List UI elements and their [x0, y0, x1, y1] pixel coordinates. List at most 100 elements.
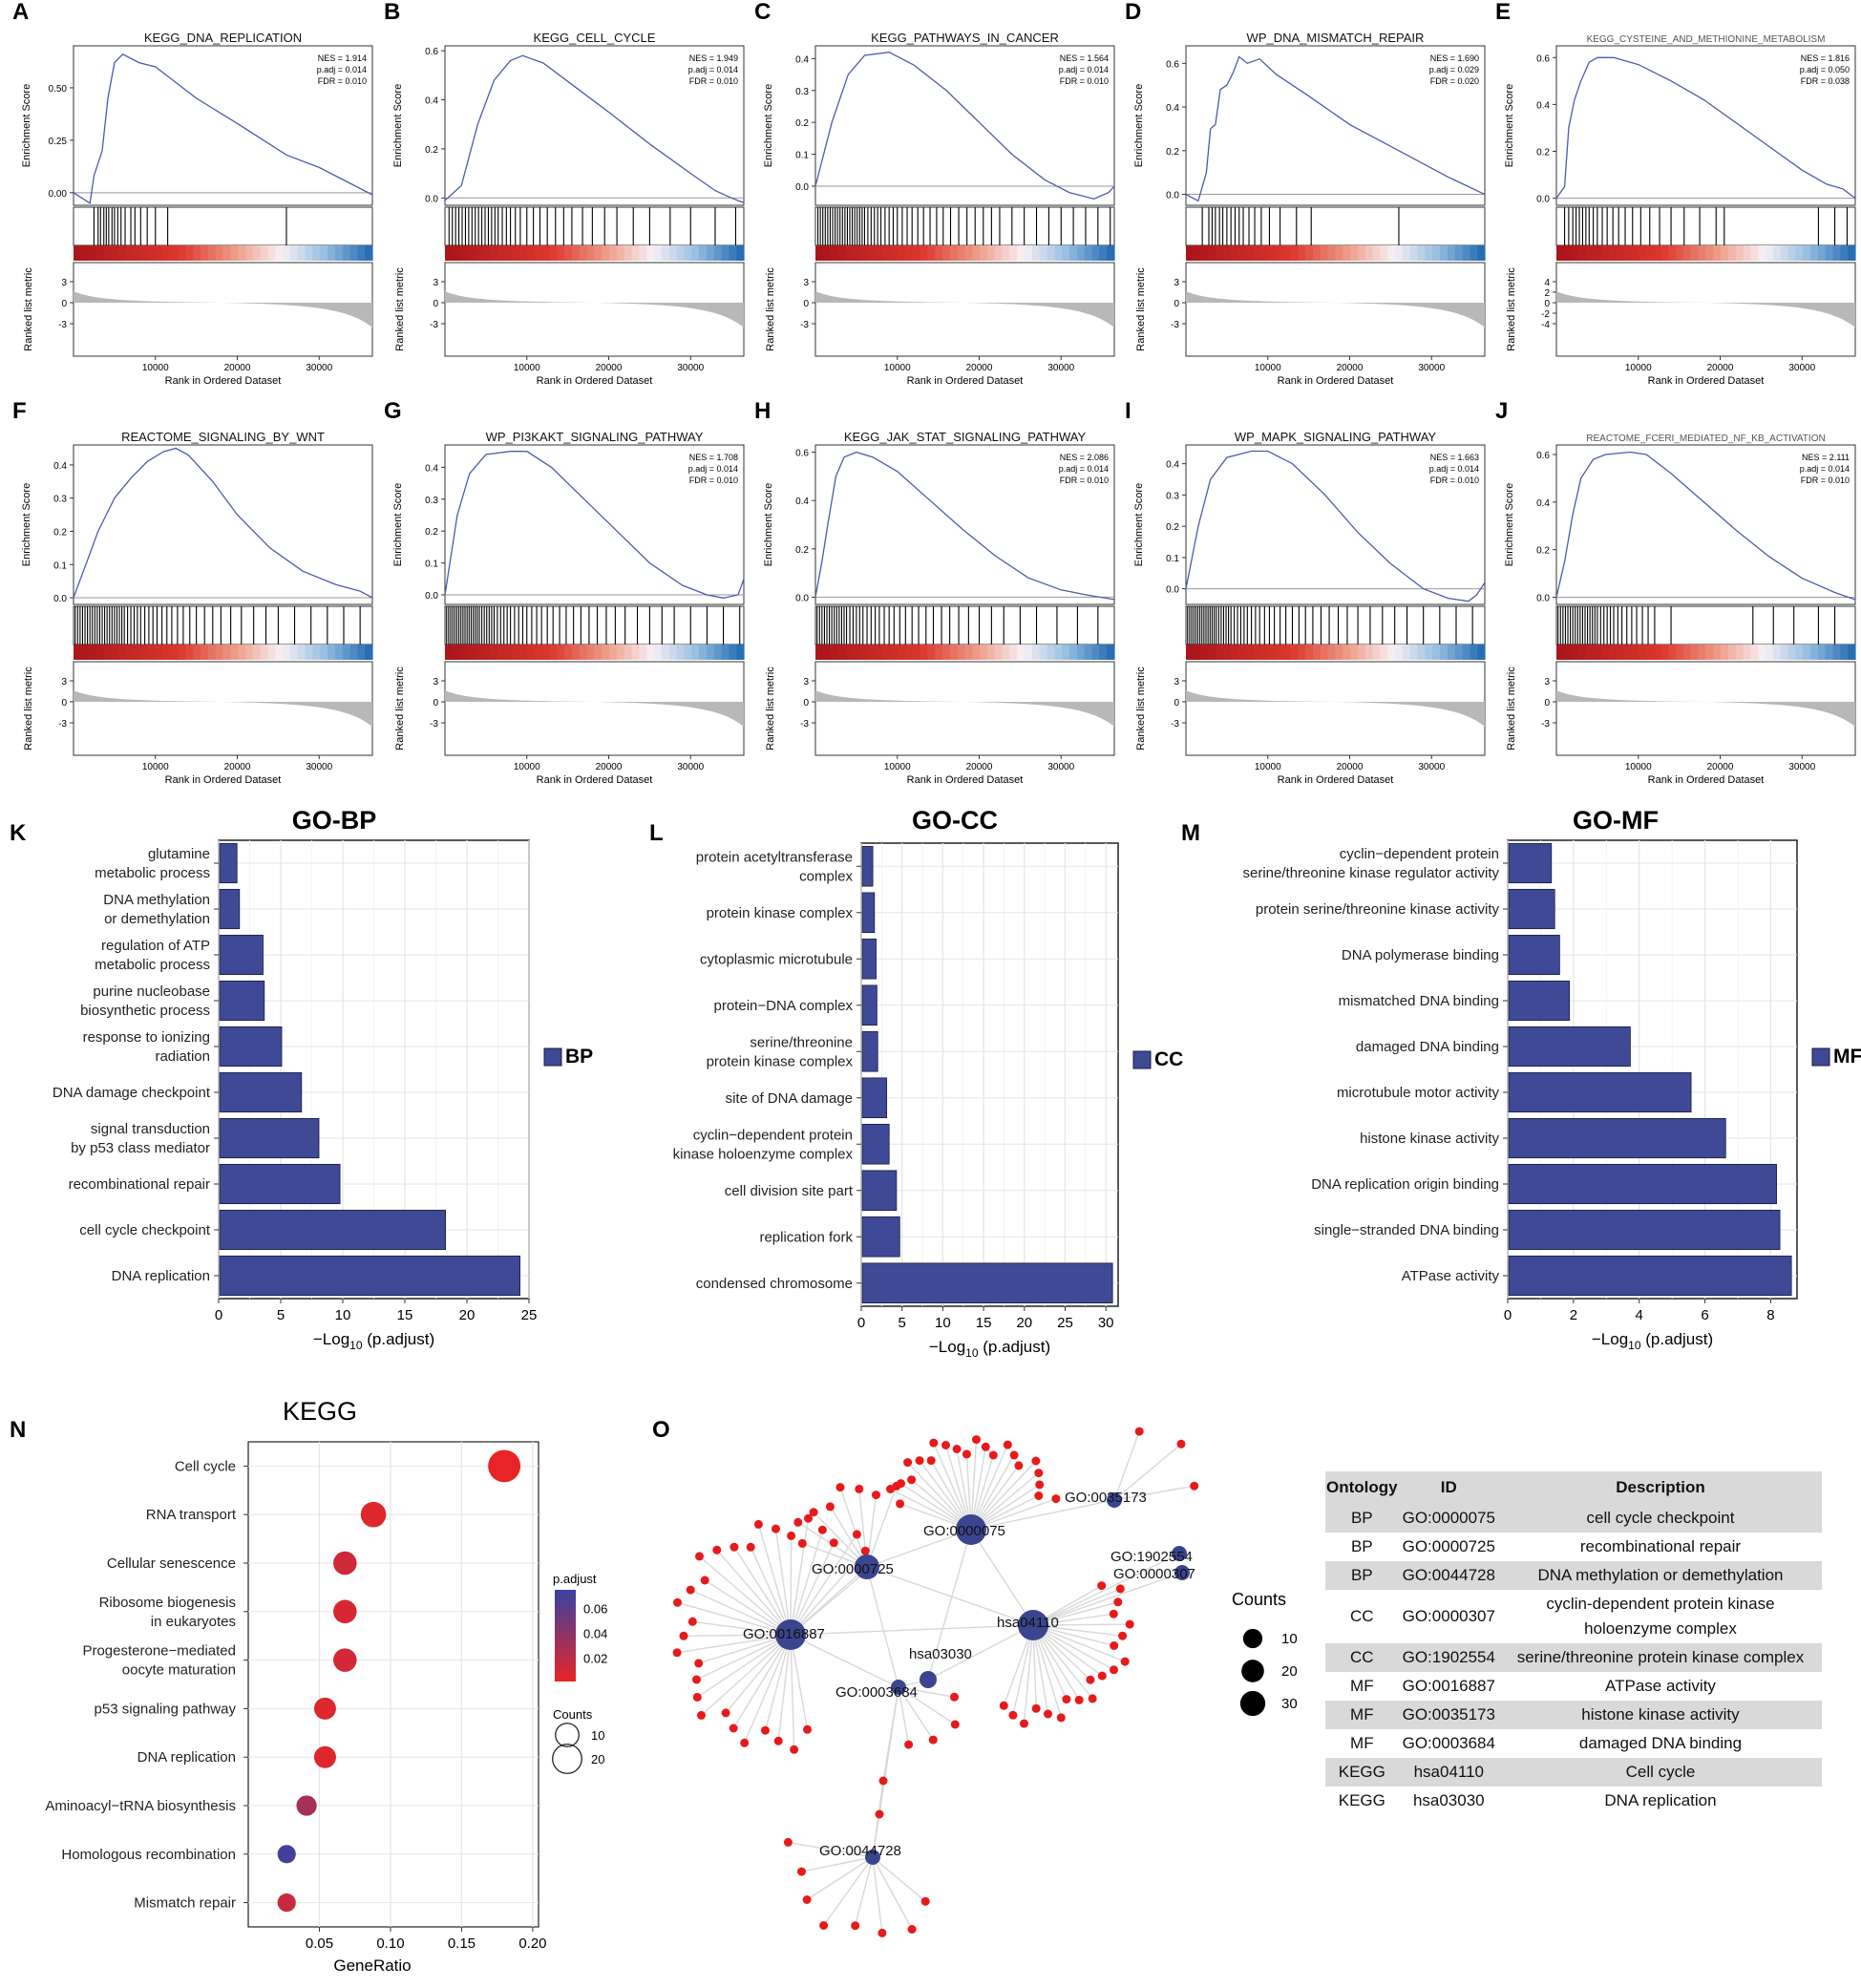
- rank-color-segment: [557, 245, 565, 261]
- y-tick-label: 0.0: [795, 182, 809, 193]
- gene-node: [729, 1724, 738, 1733]
- metric-tick-label: 3: [433, 278, 438, 288]
- gsea-title: WP_MAPK_SIGNALING_PATHWAY: [1235, 430, 1437, 444]
- network-edge: [1032, 1588, 1121, 1626]
- rank-color-segment: [721, 645, 730, 660]
- category-label: protein kinase complex: [707, 1053, 854, 1069]
- gene-node: [1031, 1456, 1041, 1466]
- rank-color-segment: [1683, 245, 1692, 261]
- gene-node: [753, 1519, 763, 1529]
- panel-letter: H: [754, 398, 771, 424]
- rank-color-segment: [193, 645, 201, 660]
- metric-tick-label: 3: [61, 278, 67, 288]
- rank-color-segment: [1766, 245, 1774, 261]
- term-node-label: GO:0000075: [923, 1523, 1005, 1539]
- bar: [219, 1026, 283, 1068]
- dot: [360, 1501, 387, 1528]
- metric-tick-label: 3: [1174, 677, 1179, 687]
- dot: [313, 1745, 336, 1768]
- gene-node: [673, 1597, 682, 1607]
- table-header-row: Ontology ID Description: [1325, 1471, 1822, 1504]
- rank-color-segment: [1054, 645, 1063, 660]
- rank-color-segment: [201, 245, 209, 261]
- category-label: complex: [799, 868, 853, 884]
- gsea-panel-i: I WP_MAPK_SIGNALING_PATHWAY 0.0 0.1 0.2 0.3 0.…: [1125, 398, 1486, 786]
- legend-size-circle: [555, 1723, 580, 1747]
- rank-color-segment: [1380, 245, 1388, 261]
- metric-tick-label: -3: [430, 719, 438, 730]
- hit-frame: [444, 605, 745, 645]
- gsea-stat: p.adj = 0.014: [1059, 464, 1109, 474]
- rank-color-segment: [527, 245, 536, 261]
- legend-title: Counts: [1232, 1590, 1286, 1609]
- gsea-stat: p.adj = 0.014: [1429, 464, 1479, 474]
- gene-node: [1134, 1427, 1144, 1436]
- network-edge: [790, 1566, 868, 1636]
- rank-color-segment: [661, 245, 670, 261]
- rank-color-segment: [706, 245, 715, 261]
- rank-color-segment: [357, 245, 366, 261]
- rank-color-segment: [1683, 645, 1692, 660]
- table-cell-description: cyclin-dependent protein kinase holoenzy…: [1546, 1595, 1775, 1638]
- bar: [219, 1071, 303, 1113]
- y-tick-label: 0.4: [795, 497, 809, 507]
- metric-axis-label: Ranked list metric: [23, 666, 34, 751]
- rank-color-segment: [1780, 245, 1789, 261]
- network-edge: [777, 1634, 792, 1742]
- rank-color-segment: [512, 645, 520, 660]
- rank-color-segment: [1343, 245, 1351, 261]
- metric-tick-label: 0: [1544, 299, 1550, 309]
- gene-node: [817, 1525, 827, 1534]
- rank-color-segment: [1600, 645, 1610, 660]
- category-label: signal transduction: [91, 1121, 210, 1137]
- network-edge: [872, 1856, 913, 1930]
- rank-color-segment: [1107, 245, 1115, 261]
- rank-color-segment: [1750, 645, 1759, 660]
- table-row: CC GO:1902554 serine/threonine protein kin…: [1325, 1643, 1822, 1672]
- x-tick-label: 30000: [1418, 363, 1445, 373]
- rank-color-segment: [920, 245, 928, 261]
- network-edge: [696, 1634, 792, 1698]
- y-tick-label: 0.2: [1536, 148, 1550, 159]
- gsea-stat: NES = 1.663: [1430, 453, 1479, 462]
- category-label: regulation of ATP: [101, 938, 210, 954]
- gene-node: [878, 1776, 888, 1786]
- rank-color-segment: [475, 245, 483, 261]
- rank-color-segment: [1327, 245, 1337, 261]
- rank-color-segment: [1313, 245, 1322, 261]
- dot: [277, 1845, 296, 1864]
- rank-color-segment: [1364, 645, 1374, 660]
- x-tick-label: 20: [1016, 1315, 1032, 1331]
- rank-color-segment: [140, 645, 149, 660]
- go-chart-go-bp: K GO-BP glutamine metabolic process DNA meth…: [10, 806, 593, 1352]
- rank-color-segment: [1417, 245, 1426, 261]
- rank-color-segment: [1275, 645, 1284, 660]
- term-node: [1018, 1610, 1048, 1640]
- rank-color-segment: [1069, 245, 1078, 261]
- rank-color-segment: [1009, 245, 1018, 261]
- gene-node: [804, 1513, 813, 1523]
- rank-color-segment: [986, 245, 996, 261]
- rank-color-segment: [1639, 245, 1647, 261]
- rank-color-segment: [964, 245, 973, 261]
- gene-node: [721, 1708, 730, 1718]
- rank-color-segment: [1795, 645, 1804, 660]
- y-tick-label: 0.0: [795, 593, 809, 603]
- rank-color-segment: [859, 645, 869, 660]
- category-label: ATPase activity: [1402, 1268, 1500, 1284]
- panel-letter: G: [384, 398, 402, 424]
- table-cell-description: serine/threonine protein kinase complex: [1498, 1643, 1822, 1672]
- rank-color-segment: [1713, 245, 1722, 261]
- rank-color-segment: [1660, 645, 1669, 660]
- rank-color-segment: [185, 645, 194, 660]
- rank-color-segment: [1282, 245, 1292, 261]
- gene-node: [1109, 1609, 1118, 1618]
- term-label: Ribosome biogenesis: [99, 1595, 236, 1611]
- rank-color-segment: [927, 645, 936, 660]
- rank-color-segment: [616, 645, 625, 660]
- category-label: purine nucleobase: [93, 983, 210, 1000]
- category-label: metabolic process: [95, 957, 210, 973]
- rank-color-segment: [867, 645, 877, 660]
- network-edge: [866, 1566, 1034, 1626]
- kegg-dotplot: N KEGG Cell cycle RNA transport Cellular sen…: [10, 1397, 607, 1975]
